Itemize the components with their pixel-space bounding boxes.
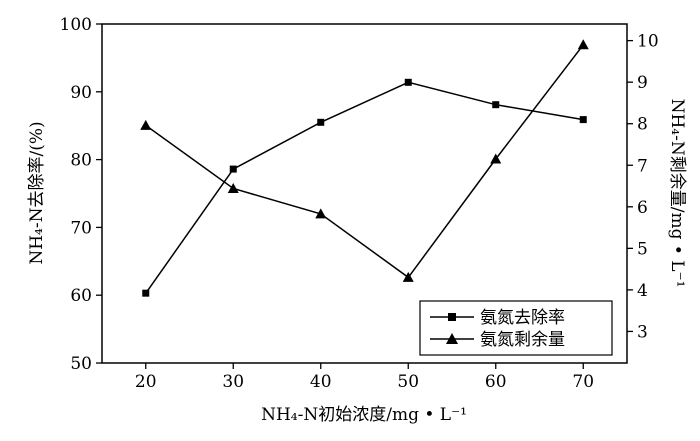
legend-square-marker — [448, 313, 456, 321]
right-y-tick-label: 5 — [637, 239, 648, 259]
legend-triangle-marker — [446, 333, 458, 344]
legend-label-removal: 氨氮去除率 — [480, 308, 565, 328]
residual-amount-point — [227, 183, 239, 194]
removal-rate-line — [145, 81, 584, 294]
removal-rate-point — [229, 165, 237, 173]
series-layer — [140, 39, 589, 297]
x-tick-label: 30 — [222, 372, 244, 392]
right-y-axis-title: NH₄-N剩余量/mg • L⁻¹ — [667, 99, 687, 288]
left-y-tick-label: 60 — [70, 286, 92, 306]
plot-frame — [101, 23, 628, 364]
residual-amount-point — [315, 208, 327, 219]
legend-label-residual: 氨氮剩余量 — [480, 330, 565, 350]
removal-rate-point — [492, 101, 500, 109]
right-y-tick-label: 8 — [637, 115, 648, 135]
right-y-tick-label: 4 — [637, 281, 648, 301]
residual-amount-point — [490, 153, 502, 164]
residual-amount-point — [577, 39, 589, 50]
right-y-tick-label: 10 — [637, 32, 659, 52]
x-tick-label: 70 — [572, 372, 594, 392]
left-y-tick-label: 100 — [60, 15, 92, 35]
removal-rate-point — [142, 289, 150, 297]
x-tick-label: 40 — [310, 372, 332, 392]
right-y-tick-label: 9 — [637, 73, 648, 93]
left-y-tick-label: 50 — [70, 354, 92, 374]
removal-rate-point — [317, 118, 325, 126]
x-tick-label: 20 — [135, 372, 157, 392]
left-y-tick-label: 70 — [70, 218, 92, 238]
removal-rate-point — [404, 78, 412, 86]
legend: 氨氮去除率 氨氮剩余量 — [419, 300, 613, 356]
removal-rate-point — [579, 116, 587, 124]
x-axis: 20 30 40 50 60 70 — [135, 363, 594, 392]
left-y-tick-label: 90 — [70, 83, 92, 103]
right-y-tick-label: 6 — [637, 198, 648, 218]
right-y-tick-label: 7 — [637, 156, 648, 176]
residual-amount-point — [402, 271, 414, 282]
left-y-axis-title: NH₄-N去除率/(%) — [27, 121, 47, 264]
left-y-tick-label: 80 — [70, 151, 92, 171]
x-axis-title: NH₄-N初始浓度/mg • L⁻¹ — [261, 405, 467, 425]
residual-amount-point — [140, 119, 152, 130]
x-tick-label: 50 — [397, 372, 419, 392]
x-tick-label: 60 — [485, 372, 507, 392]
right-y-tick-label: 3 — [637, 322, 648, 342]
legend-box — [419, 300, 613, 356]
residual-amount-line — [145, 44, 584, 279]
left-y-axis: 50 60 70 80 90 100 — [60, 15, 102, 374]
right-y-axis: 3 4 5 6 7 8 9 10 — [627, 32, 659, 342]
